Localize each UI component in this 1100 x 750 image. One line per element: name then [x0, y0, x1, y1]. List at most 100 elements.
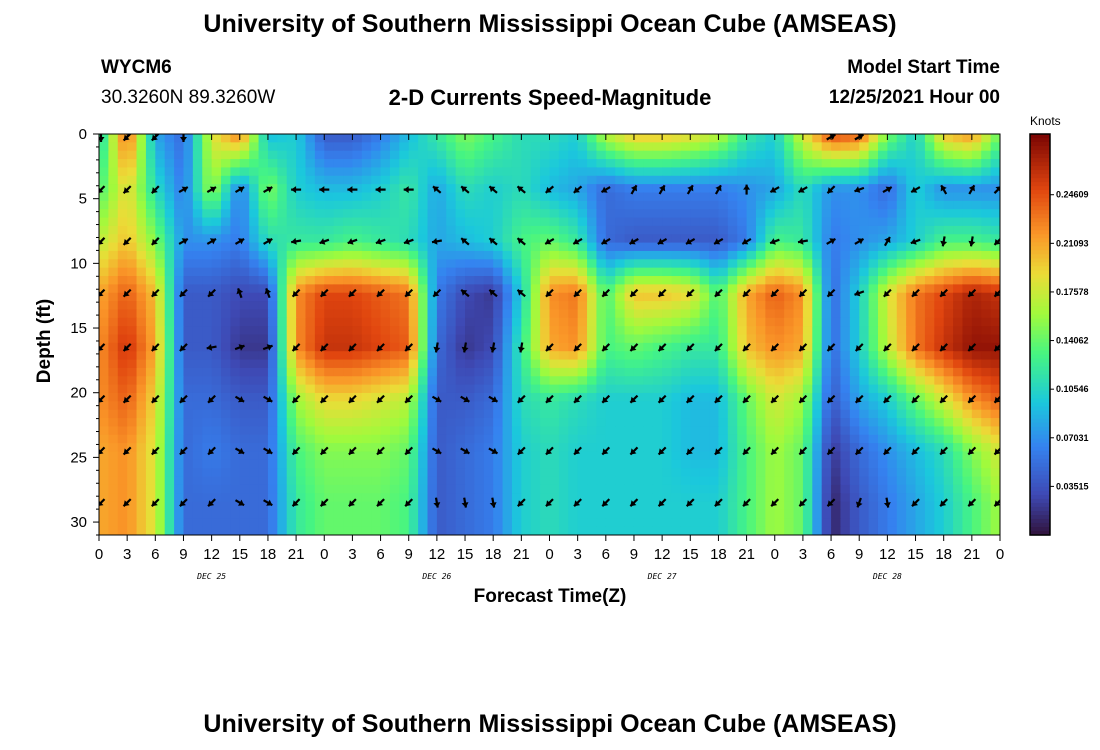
heatmap-cell [502, 159, 513, 169]
heatmap-cell [277, 134, 288, 143]
heatmap-cell [108, 292, 119, 302]
heatmap-cell [502, 376, 513, 386]
heatmap-cell [765, 351, 776, 361]
heatmap-cell [305, 184, 316, 194]
current-arrow [968, 236, 976, 247]
heatmap-cell [868, 426, 879, 436]
heatmap-cell [587, 418, 598, 427]
heatmap-cell [361, 276, 372, 285]
heatmap-cell [568, 359, 579, 369]
heatmap-cell [408, 250, 419, 260]
heatmap-cell [915, 134, 926, 143]
heatmap-cell [202, 334, 213, 344]
heatmap-cell [821, 484, 832, 494]
heatmap-cell [924, 167, 935, 177]
heatmap-cell [192, 526, 203, 535]
heatmap-cell [277, 284, 288, 294]
heatmap-cell [324, 309, 335, 319]
heatmap-cell [652, 292, 663, 302]
heatmap-cell [774, 451, 785, 461]
heatmap-cell [690, 468, 701, 478]
heatmap-cell [192, 518, 203, 528]
current-arrow [883, 288, 892, 298]
heatmap-cell [774, 459, 785, 469]
heatmap-cell [511, 501, 522, 511]
heatmap-cell [802, 526, 813, 535]
current-arrow [544, 185, 555, 194]
heatmap-cell [596, 409, 607, 419]
heatmap-cell [333, 434, 344, 444]
heatmap-cell [427, 192, 438, 202]
current-arrow [686, 184, 694, 195]
heatmap-cell [652, 434, 663, 444]
heatmap-cell [784, 367, 795, 377]
heatmap-cell [943, 326, 954, 336]
heatmap-cell [849, 392, 860, 402]
heatmap-cell [718, 509, 729, 519]
heatmap-cell [483, 167, 494, 177]
heatmap-cell [305, 284, 316, 294]
heatmap-cell [662, 334, 673, 344]
heatmap-cell [296, 518, 307, 528]
current-arrow [348, 343, 357, 352]
heatmap-cell [521, 476, 532, 486]
heatmap-cell [465, 326, 476, 336]
heatmap-cell [455, 359, 466, 369]
current-arrow [770, 498, 780, 507]
heatmap-cell [192, 225, 203, 235]
heatmap-cell [324, 493, 335, 503]
heatmap-cell [324, 276, 335, 285]
heatmap-cell [474, 501, 485, 511]
heatmap-cell [549, 359, 560, 369]
heatmap-cell [436, 167, 447, 177]
chart-subtitle: 2-D Currents Speed-Magnitude [388, 85, 712, 110]
heatmap-cell [296, 209, 307, 219]
heatmap-cell [258, 376, 269, 386]
heatmap-cell [155, 284, 166, 294]
heatmap-cell [877, 192, 888, 202]
heatmap-cell [455, 301, 466, 311]
current-arrow [99, 498, 106, 507]
heatmap-cell [436, 200, 447, 210]
heatmap-cell [718, 392, 729, 402]
heatmap-cell [408, 468, 419, 478]
heatmap-cell [990, 225, 1000, 235]
heatmap-cell [221, 384, 231, 394]
heatmap-cell [906, 184, 917, 194]
heatmap-cell [727, 317, 738, 327]
heatmap-cell [483, 200, 494, 210]
heatmap-cell [192, 167, 203, 177]
heatmap-cell [230, 217, 241, 227]
heatmap-cell [267, 426, 278, 436]
heatmap-cell [333, 359, 344, 369]
heatmap-cell [549, 434, 560, 444]
heatmap-cell [192, 326, 203, 336]
heatmap-cell [502, 434, 513, 444]
heatmap-cell [427, 301, 438, 311]
heatmap-cell [117, 501, 128, 511]
heatmap-cell [859, 326, 870, 336]
heatmap-cell [202, 409, 213, 419]
heatmap-cell [258, 250, 269, 260]
heatmap-cell [192, 192, 203, 202]
heatmap-cell [267, 367, 278, 377]
heatmap-cell [568, 267, 579, 277]
heatmap-cell [427, 242, 438, 252]
heatmap-cell [633, 376, 644, 386]
heatmap-cell [408, 167, 419, 177]
current-arrow [826, 343, 836, 352]
heatmap-cell [971, 376, 982, 386]
heatmap-cell [877, 225, 888, 235]
heatmap-cell [483, 184, 494, 194]
heatmap-cell [784, 342, 795, 352]
heatmap-cell [314, 134, 325, 143]
current-arrow [854, 343, 864, 352]
heatmap-cell [596, 367, 607, 377]
heatmap-cell [483, 384, 494, 394]
heatmap-cell [962, 359, 973, 369]
heatmap-cell [145, 184, 156, 194]
heatmap-cell [174, 259, 185, 269]
heatmap-cell [277, 209, 288, 219]
heatmap-cell [784, 242, 795, 252]
heatmap-cell [765, 509, 776, 519]
